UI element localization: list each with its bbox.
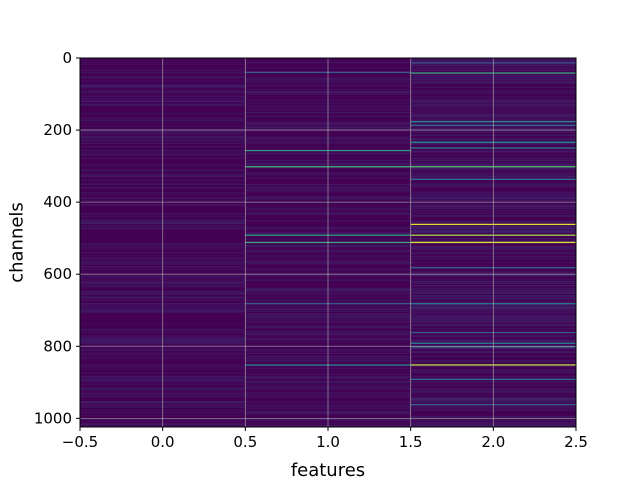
y-tick-label: 400: [43, 193, 72, 211]
x-tick-label: 0.5: [233, 433, 257, 451]
x-tick-label: 2.0: [481, 433, 505, 451]
y-tick-label: 600: [43, 265, 72, 283]
x-axis-label: features: [291, 460, 365, 480]
x-tick-label: 2.5: [564, 433, 588, 451]
y-axis: 0 200 400 600 800 1000: [34, 49, 80, 427]
y-tick-label: 1000: [34, 409, 72, 427]
x-tick-label: 1.0: [316, 433, 340, 451]
y-axis-label: channels: [6, 202, 27, 283]
y-tick-label: 200: [43, 121, 72, 139]
x-tick-label: 1.5: [399, 433, 423, 451]
x-tick-label: 0.0: [151, 433, 175, 451]
x-axis: −0.5 0.0 0.5 1.0 1.5 2.0 2.5: [62, 427, 588, 451]
y-tick-label: 0: [62, 49, 72, 67]
x-tick-label: −0.5: [62, 433, 98, 451]
y-tick-label: 800: [43, 337, 72, 355]
